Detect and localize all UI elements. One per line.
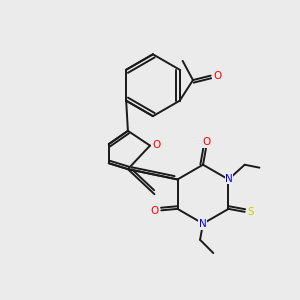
Text: O: O xyxy=(202,137,211,147)
Text: O: O xyxy=(152,140,160,150)
Text: O: O xyxy=(213,71,221,81)
Text: S: S xyxy=(248,207,254,217)
Text: N: N xyxy=(199,219,206,229)
Text: O: O xyxy=(151,206,159,216)
Text: N: N xyxy=(225,174,233,184)
